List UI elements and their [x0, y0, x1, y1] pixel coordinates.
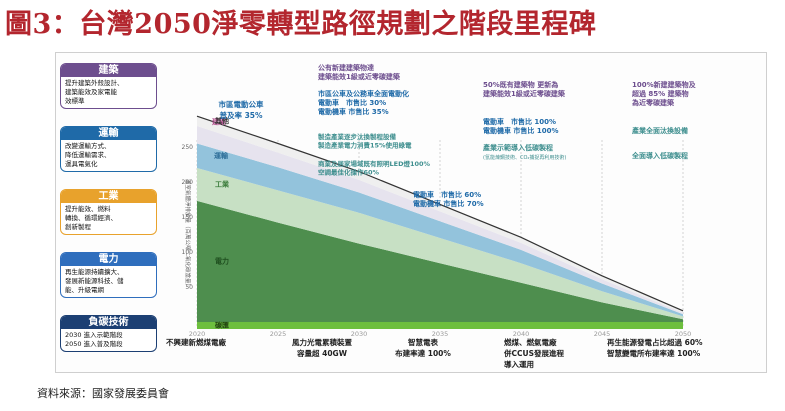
sector-box-power: 電力 再生能源持續擴大、 發展新能源科技、儲 能、升級電網 [60, 252, 157, 298]
area-碳匯 [197, 322, 683, 329]
area-建築 [197, 126, 683, 315]
milestone-ev-2040: 電動機車 市售比 100% [483, 126, 559, 135]
x-tick-label: 2040 [513, 330, 530, 338]
sector-header: 電力 [61, 253, 156, 266]
milestone-power-2: 風力光電累積裝置 [292, 337, 352, 347]
milestone-power-5: 再生能源發電占比超過 60% [607, 337, 703, 347]
sector-box-building: 建築 提升建築外殼設計、 建築能效及家電能 效標準 [60, 63, 157, 109]
milestone-low-carbon-demo: (氫能煉鋼技術、CO₂捕捉再利用技術) [483, 154, 566, 161]
milestone-public-building: 建築能效1級或近零碳建築 [318, 72, 401, 81]
sector-header: 運輸 [61, 127, 156, 140]
milestone-industry-2030: 製造產業逐步汰換製程設備 [317, 132, 397, 141]
series-label-industry: 工業 [215, 179, 230, 188]
y-tick-label: 250 [182, 144, 194, 151]
milestone-power-4: 併CCUS發展進程 [503, 348, 564, 358]
page-title: 圖3：台灣2050淨零轉型路徑規劃之階段里程碑 [5, 9, 597, 40]
x-tick-label: 2035 [432, 330, 449, 338]
milestone-electric-vehicles-2030: 電動車 市售比 30% [318, 98, 386, 107]
milestone-ev-2035: 電動車 市售比 60% [413, 190, 481, 199]
sector-desc: 改變運輸方式、 降低運輸需求、 運具電氣化 [65, 142, 111, 168]
milestone-lighting: 空調最佳化操作60% [318, 168, 380, 177]
milestone-power-1: 不興建新燃煤電廠 [166, 337, 226, 347]
milestone-ev-2035: 電動機車 市售比 70% [413, 199, 484, 208]
sector-desc: 2030 進入示範階段 2050 進入普及階段 [65, 331, 123, 348]
milestone-industry-equipment: 產業全面汰換設備 [631, 126, 688, 135]
milestone-industry-process: 全面導入低碳製程 [631, 151, 688, 160]
x-tick-label: 2030 [351, 330, 368, 338]
y-tick-label: 150 [182, 214, 194, 221]
sector-box-transport: 運輸 改變運輸方式、 降低運輸需求、 運具電氣化 [60, 126, 157, 172]
sector-header: 建築 [61, 64, 156, 77]
milestone-bus: 市區電動公車 [219, 99, 264, 109]
sector-desc: 提升能效、燃料 轉換、循環經濟、 創新製程 [65, 205, 117, 231]
milestone-electric-vehicles-2030: 電動機車 市售比 35% [318, 107, 389, 116]
milestone-power-3: 布建率達 100% [395, 348, 451, 358]
milestone-ev-2040: 電動車 市售比 100% [483, 117, 556, 126]
milestone-low-carbon-demo: 產業示範導入低碳製程 [482, 143, 553, 152]
total-line [196, 115, 684, 312]
series-label-transport: 運輸 [214, 151, 229, 160]
x-tick-label: 2025 [270, 330, 287, 338]
series-label-sink: 碳匯 [215, 321, 229, 330]
y-tick-label: 200 [182, 179, 194, 186]
sector-box-industry: 工業 提升能效、燃料 轉換、循環經濟、 創新製程 [60, 189, 157, 235]
milestone-new-buildings-2050: 100%新建建築物及 [632, 80, 697, 89]
milestone-bus: 普及率 35% [219, 110, 263, 120]
milestone-power-2: 容量超 40GW [296, 348, 348, 358]
y-axis-label: 溫室氣體淨排放量（百萬公噸二氧化碳當量） [184, 179, 192, 289]
milestone-power-3: 智慧電表 [408, 337, 438, 347]
milestone-new-buildings-2050: 為近零碳建築 [631, 98, 675, 107]
sector-box-negative-carbon: 負碳技術 2030 進入示範階段 2050 進入普及階段 [60, 315, 157, 352]
area-工業 [197, 168, 683, 320]
y-tick-label: 50 [185, 284, 193, 291]
milestone-power-4: 導入運用 [504, 359, 534, 369]
x-tick-label: 2050 [675, 330, 692, 338]
milestone-electric-vehicles-2030: 市區公車及公務車全面電動化 [318, 89, 409, 98]
milestone-industry-2030: 製造產業電力消費15%使用綠電 [317, 141, 412, 150]
milestone-existing-buildings: 建築能效1級或近零碳建築 [483, 89, 566, 98]
milestone-power-4: 燃煤、燃氣電廠 [504, 337, 557, 347]
area-其他 [197, 116, 683, 313]
milestone-public-building: 公有新建建築物達 [318, 63, 374, 72]
y-tick-label: 100 [182, 249, 194, 256]
source-note: 資料來源：國家發展委員會 [37, 387, 169, 400]
milestone-lighting: 商業及居家場域既有照明LED燈100% [318, 159, 431, 168]
series-label-power: 電力 [215, 256, 229, 265]
area-電力 [197, 200, 683, 322]
sector-desc: 再生能源持續擴大、 發展新能源科技、儲 能、升級電網 [65, 268, 124, 294]
series-label-building: 建築 [212, 117, 227, 126]
sector-desc: 提升建築外殼設計、 建築能效及家電能 效標準 [65, 79, 124, 105]
series-label-other: 其他 [215, 116, 229, 125]
milestone-existing-buildings: 50%既有建築物 更新為 [483, 80, 558, 89]
milestone-power-5: 智慧變電所布建率達 100% [607, 348, 701, 358]
sector-header: 負碳技術 [61, 316, 156, 329]
area-運輸 [197, 143, 683, 317]
milestone-new-buildings-2050: 超過 85% 建築物 [632, 89, 689, 98]
sector-header: 工業 [61, 190, 156, 203]
x-tick-label: 2020 [189, 330, 206, 338]
x-tick-label: 2045 [594, 330, 611, 338]
